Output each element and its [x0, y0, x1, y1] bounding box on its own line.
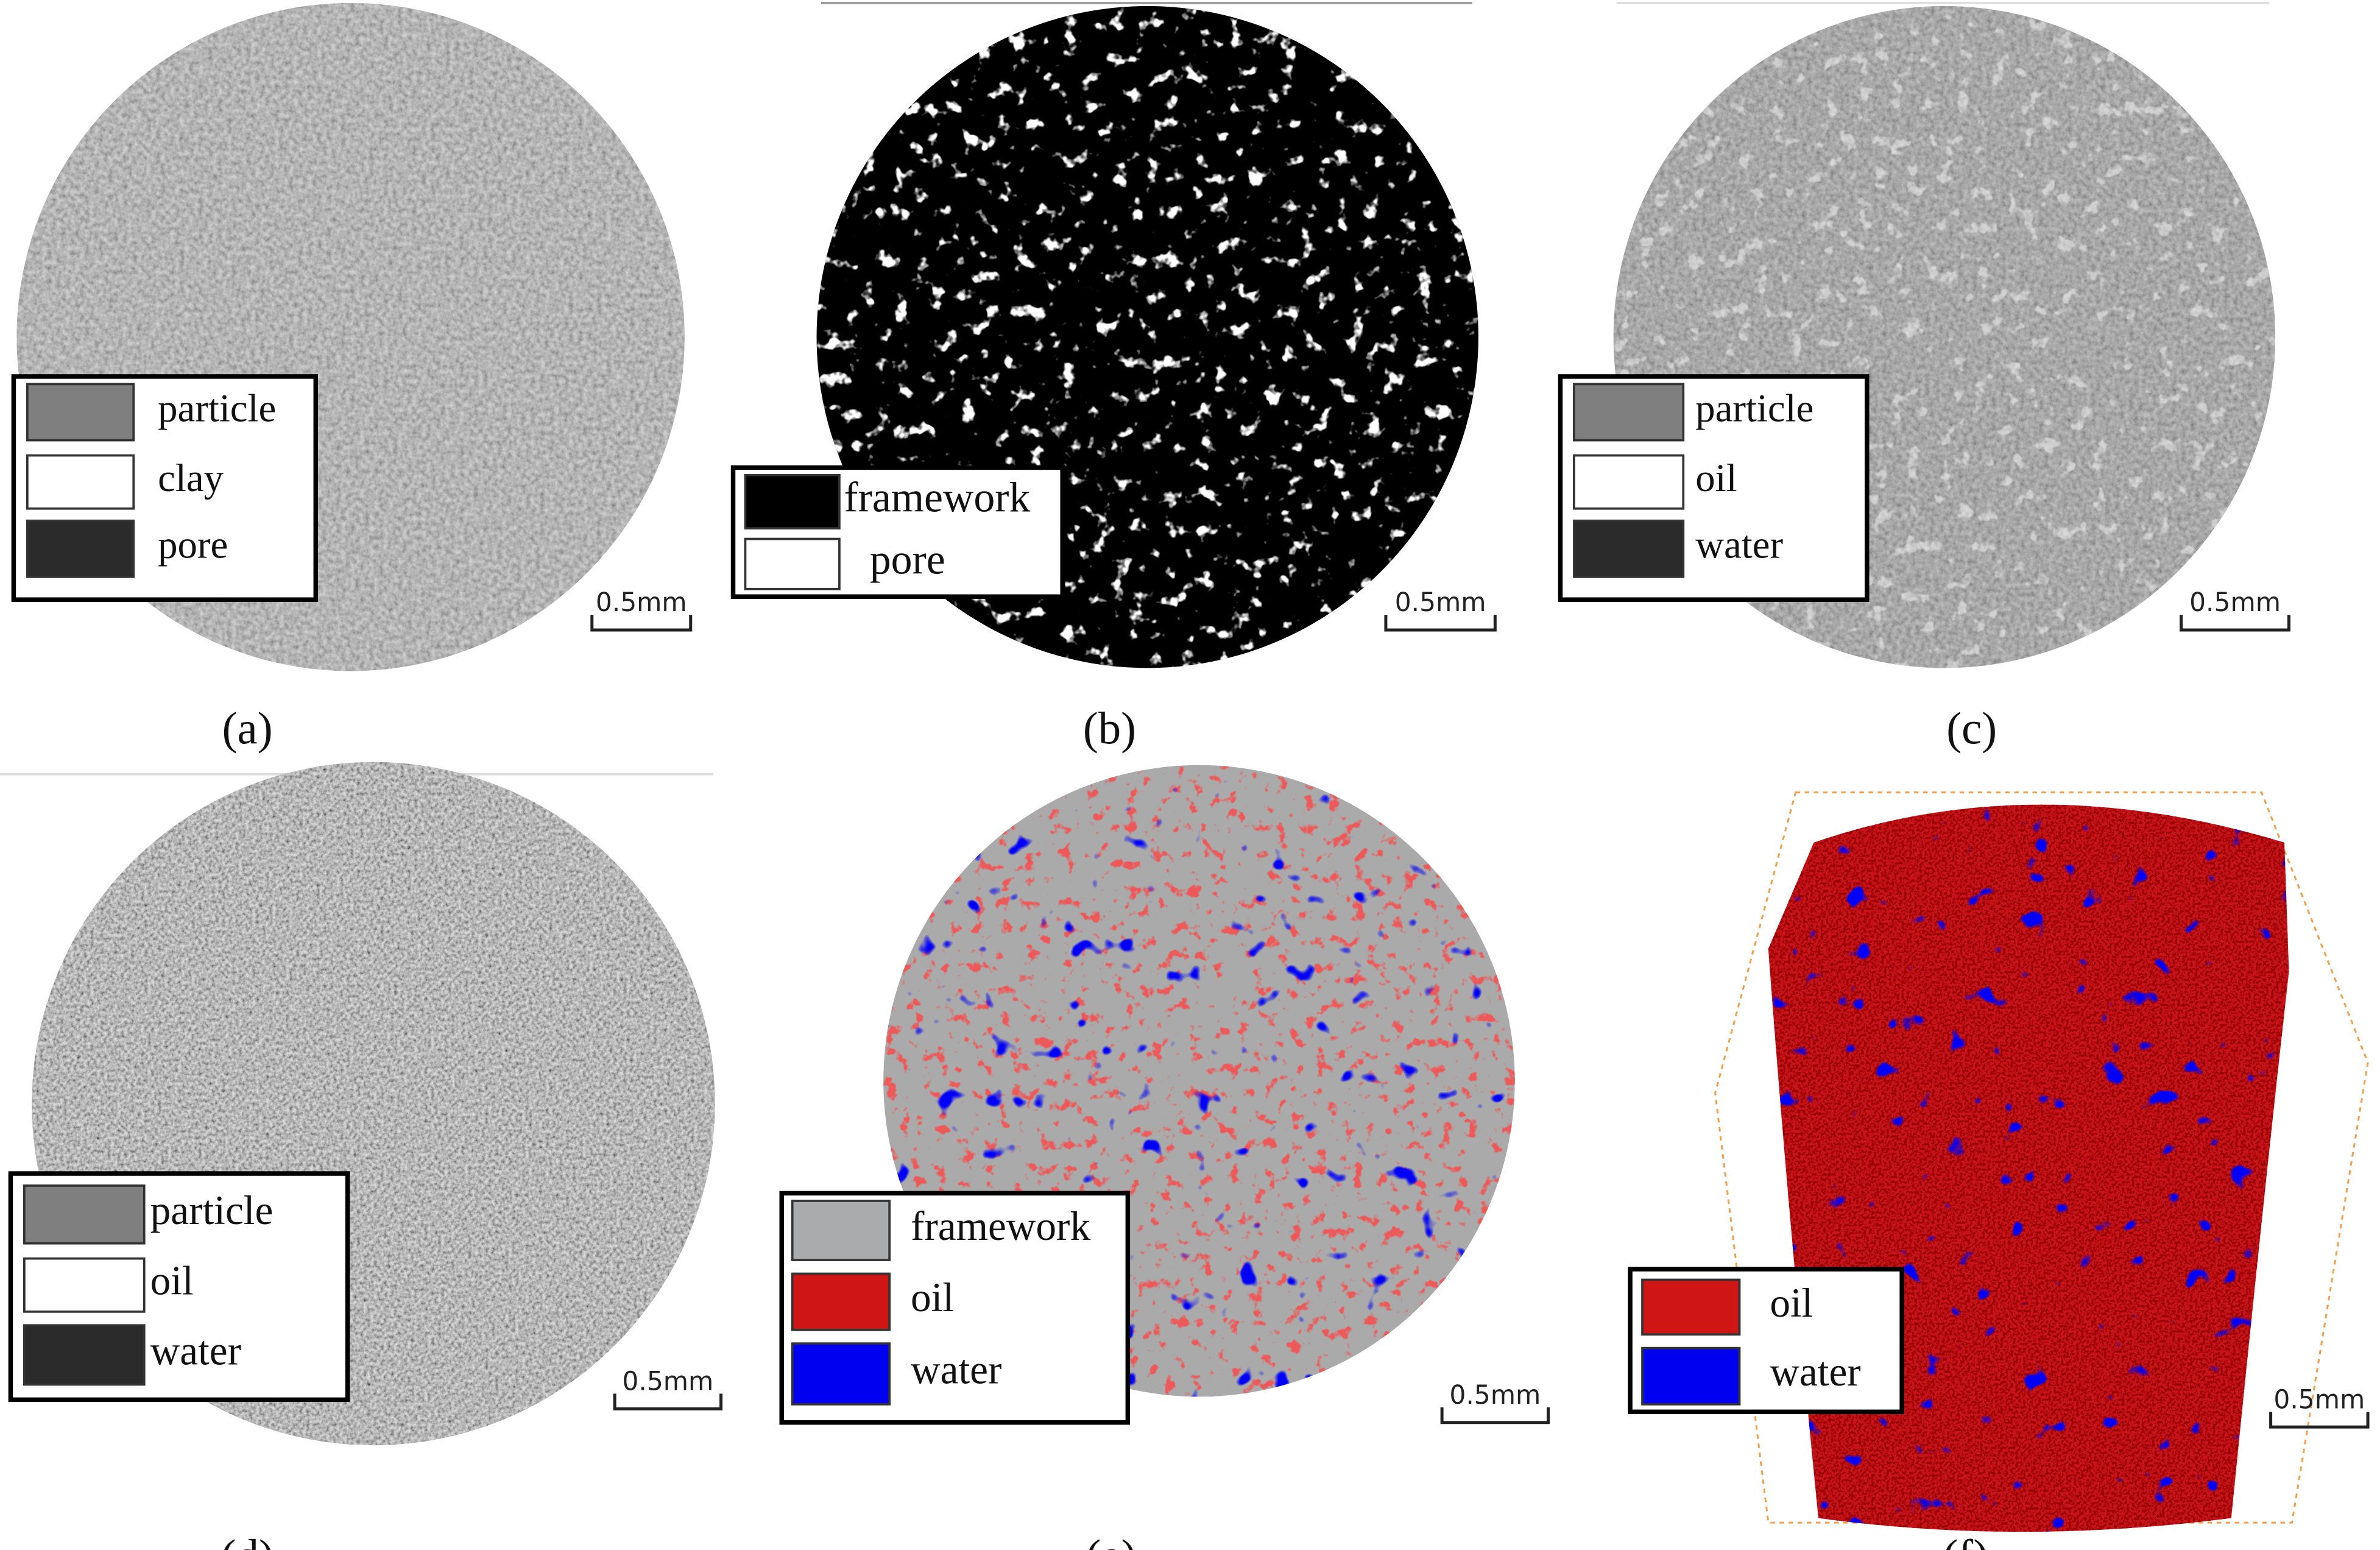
- legend-label: oil: [1770, 1280, 1813, 1326]
- legend-swatch: [26, 383, 135, 442]
- panel: framework pore 0.5mm (b): [730, 465, 1497, 754]
- scale-bar-label: 0.5mm: [1449, 1380, 1541, 1410]
- legend-label: oil: [911, 1275, 954, 1320]
- legend-swatch: [791, 1342, 891, 1406]
- caption: (a): [222, 704, 273, 754]
- scale-bar: [2180, 615, 2290, 632]
- panel: oil water 0.5mm (f): [1628, 1267, 2370, 1550]
- legend-swatch: [23, 1257, 146, 1313]
- legend-label: oil: [1695, 456, 1737, 500]
- legend-label: framework: [844, 475, 1030, 522]
- legend-label: particle: [150, 1187, 274, 1233]
- caption: (e): [1086, 1531, 1136, 1550]
- legend-swatch: [26, 519, 135, 578]
- scale-bar: [1384, 615, 1497, 632]
- scale-bar-label: 0.5mm: [622, 1366, 713, 1396]
- scale-bar: [590, 615, 693, 632]
- legend-label: framework: [911, 1203, 1090, 1249]
- legend-label: particle: [158, 386, 276, 430]
- legend-label: pore: [158, 523, 228, 567]
- legend-swatch: [1641, 1278, 1741, 1336]
- legend-swatch: [26, 454, 135, 510]
- legend-swatch: [1573, 454, 1685, 510]
- scale-bar: [2269, 1412, 2370, 1429]
- scale-bar-label: 0.5mm: [2273, 1384, 2365, 1414]
- texture: [1768, 804, 2289, 1532]
- panel: framework oil water 0.5mm (e): [779, 1191, 1550, 1550]
- scale-bar-label: 0.5mm: [596, 587, 687, 617]
- image-b: [816, 5, 1478, 668]
- legend-swatch: [791, 1272, 891, 1331]
- panel: particle clay pore 0.5mm (a): [11, 374, 693, 754]
- scale-bar-label: 0.5mm: [2189, 587, 2281, 617]
- scale-bar-label: 0.5mm: [1395, 587, 1486, 617]
- legend-label: particle: [1695, 386, 1813, 430]
- legend-swatch: [791, 1200, 891, 1261]
- image-e: [883, 765, 1515, 1397]
- legend-label: clay: [158, 456, 224, 500]
- caption: (d): [221, 1531, 274, 1550]
- legend-label: water: [1695, 523, 1783, 567]
- legend-swatch: [744, 474, 841, 529]
- legend-swatch: [1641, 1347, 1741, 1406]
- caption: (b): [1083, 704, 1136, 754]
- frame-f: [1714, 791, 2369, 1524]
- image-f: [1768, 804, 2289, 1532]
- scale-bar: [613, 1393, 723, 1410]
- legend-swatch: [23, 1184, 146, 1245]
- legend-label: pore: [870, 537, 945, 584]
- legend-swatch: [744, 537, 841, 590]
- legend-swatch: [23, 1324, 146, 1386]
- legend-swatch: [1573, 519, 1685, 578]
- panel: particle oil water 0.5mm (d): [8, 1171, 723, 1550]
- legend-label: water: [1770, 1349, 1860, 1395]
- panel: particle oil water 0.5mm (c): [1558, 374, 2290, 754]
- legend-label: water: [150, 1328, 241, 1373]
- legend-swatch: [1573, 383, 1685, 442]
- caption: (f): [1943, 1531, 1988, 1550]
- bounding-box: [1714, 791, 2369, 1524]
- legend-label: water: [911, 1347, 1001, 1392]
- legend-label: oil: [150, 1258, 194, 1304]
- caption: (c): [1946, 704, 1997, 754]
- scale-bar: [1440, 1407, 1550, 1424]
